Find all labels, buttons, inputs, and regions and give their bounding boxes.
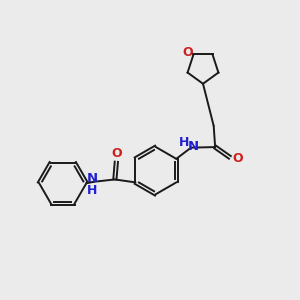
Text: O: O bbox=[232, 152, 243, 165]
Text: N: N bbox=[87, 172, 98, 185]
Text: H: H bbox=[178, 136, 189, 149]
Text: H: H bbox=[87, 184, 98, 197]
Text: O: O bbox=[111, 147, 122, 160]
Text: N: N bbox=[188, 140, 199, 153]
Text: O: O bbox=[182, 46, 193, 59]
